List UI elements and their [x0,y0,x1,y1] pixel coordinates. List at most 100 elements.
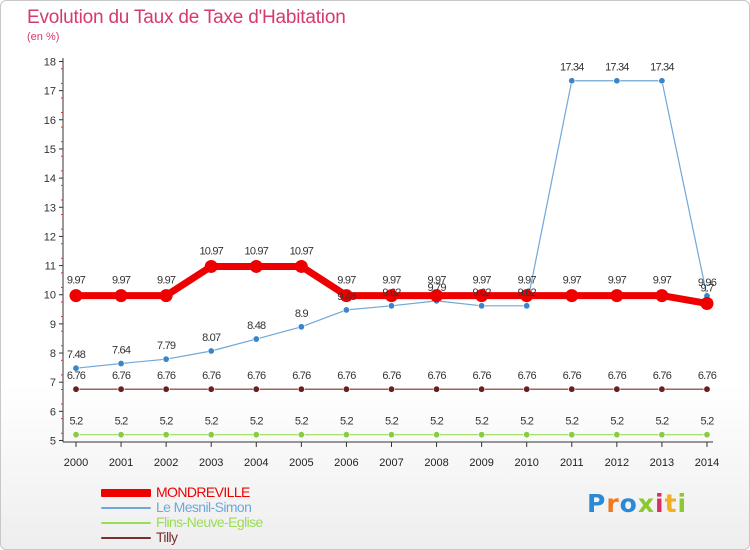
data-point [252,385,260,393]
x-tick-label: 2014 [695,457,719,469]
data-point [297,431,305,439]
data-label: 8.07 [202,332,221,344]
data-point [294,259,308,273]
data-label: 9.97 [563,275,582,287]
series-line [75,80,708,369]
data-label: 5.2 [475,416,489,428]
data-point [703,385,711,393]
logo-letter: i [677,489,688,518]
logo-letter: i [655,489,665,518]
data-label: 9.97 [473,275,492,287]
y-tick-label: 8 [50,348,56,360]
data-label: 6.76 [698,370,717,382]
y-tick-label: 13 [44,202,56,214]
data-label: 9.97 [337,275,356,287]
data-point [297,323,305,331]
data-label: 5.2 [340,416,354,428]
x-tick-label: 2010 [514,457,538,469]
data-label: 9.79 [427,282,446,294]
data-point [568,431,576,439]
y-tick-label: 5 [50,436,56,448]
y-tick-label: 10 [44,290,56,302]
legend-label: Le Mesnil-Simon [156,499,252,515]
y-tick-label: 18 [44,57,56,69]
x-tick-label: 2009 [469,457,493,469]
data-label: 17.34 [650,62,674,74]
data-point [478,431,486,439]
data-point [117,360,125,368]
data-label: 10.97 [245,245,269,257]
y-tick-label: 16 [44,115,56,127]
data-point [159,289,173,303]
data-point [703,431,711,439]
data-point [523,385,531,393]
data-label: 9.97 [427,275,446,287]
data-label: 9.48 [337,291,356,303]
data-point [384,289,398,303]
data-point [207,431,215,439]
data-label: 5.2 [701,416,715,428]
x-tick-label: 2001 [109,457,133,469]
data-point [610,289,624,303]
data-label: 6.76 [563,370,582,382]
legend-item: MONDREVILLE [101,484,361,500]
data-label: 5.2 [430,416,444,428]
x-tick-label: 2013 [650,457,674,469]
data-point [433,385,441,393]
data-point [475,289,489,303]
x-tick-label: 2006 [334,457,358,469]
data-label: 5.2 [295,416,309,428]
data-point [568,77,576,85]
data-point [655,289,669,303]
data-point [114,289,128,303]
data-label: 8.48 [247,320,266,332]
data-point [249,259,263,273]
x-tick-label: 2011 [560,457,584,469]
data-point [700,296,714,310]
data-label: 6.76 [518,370,537,382]
data-label: 5.2 [385,416,399,428]
data-label: 10.97 [199,245,223,257]
data-label: 5.2 [610,416,624,428]
data-label: 9.62 [518,287,537,299]
x-tick-label: 2012 [605,457,629,469]
data-label: 9.62 [473,287,492,299]
data-point [342,431,350,439]
data-point [117,385,125,393]
chart-title: Evolution du Taux de Taxe d'Habitation [27,7,346,28]
data-point [339,289,353,303]
data-label: 8.9 [295,308,309,320]
y-tick-label: 7 [50,377,56,389]
data-label: 7.64 [112,345,131,357]
logo-letter: o [619,489,638,518]
x-tick-label: 2002 [154,457,178,469]
data-label: 9.97 [67,275,86,287]
logo-letter: x [637,489,655,518]
data-label: 9.7 [701,282,715,294]
legend-item: Tilly [101,529,361,545]
data-label: 9.62 [382,287,401,299]
x-tick-label: 2005 [289,457,313,469]
data-label: 6.76 [608,370,627,382]
logo-letter: r [606,489,620,518]
data-label: 5.2 [655,416,669,428]
legend-label: MONDREVILLE [156,484,250,500]
data-point [72,431,80,439]
data-point [478,302,486,310]
y-tick-label: 9 [50,319,56,331]
data-point [523,302,531,310]
data-label: 5.2 [70,416,84,428]
data-label: 5.2 [520,416,534,428]
data-point [658,431,666,439]
y-tick-label: 14 [44,173,56,185]
legend-label: Flins-Neuve-Eglise [156,514,263,530]
y-tick-label: 6 [50,406,56,418]
data-point [297,385,305,393]
data-label: 9.97 [653,275,672,287]
logo-letter: t [664,489,678,518]
data-label: 5.2 [205,416,219,428]
legend-item: Flins-Neuve-Eglise [101,514,361,530]
data-point [162,431,170,439]
data-point [162,385,170,393]
